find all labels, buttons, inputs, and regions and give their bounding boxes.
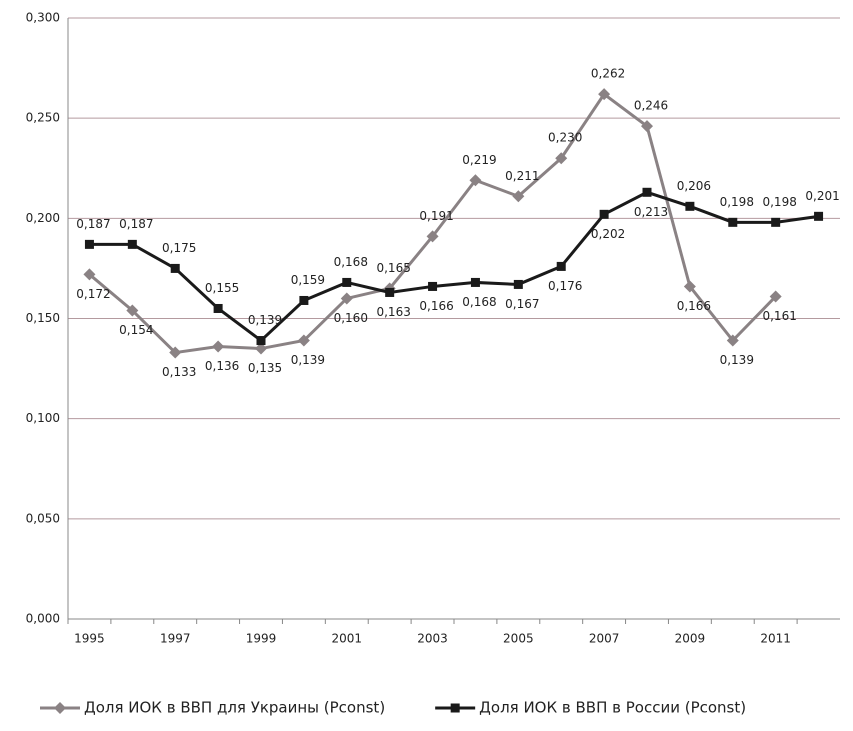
data-point — [84, 239, 94, 249]
x-tick-label: 1997 — [160, 632, 191, 646]
y-tick-label: 0,050 — [26, 511, 60, 525]
x-tick-label: 2003 — [417, 632, 448, 646]
legend-marker — [54, 702, 66, 714]
data-label: 0,198 — [720, 195, 754, 209]
data-point — [169, 346, 182, 359]
y-tick-label: 0,150 — [26, 311, 60, 325]
data-label: 0,168 — [334, 255, 368, 269]
data-point — [213, 303, 223, 313]
data-label: 0,191 — [419, 209, 453, 223]
data-label: 0,176 — [548, 279, 582, 293]
data-label: 0,139 — [720, 353, 754, 367]
data-point — [470, 277, 480, 287]
data-point — [512, 190, 525, 203]
data-point — [426, 230, 439, 243]
legend-label: Доля ИОК в ВВП для Украины (Pconst) — [84, 699, 385, 717]
data-label: 0,202 — [591, 227, 625, 241]
data-label: 0,175 — [162, 241, 196, 255]
series-line — [88, 91, 777, 355]
data-label: 0,161 — [762, 309, 796, 323]
data-label: 0,198 — [762, 195, 796, 209]
data-point — [728, 217, 738, 227]
data-label: 0,165 — [376, 261, 410, 275]
data-label: 0,219 — [462, 153, 496, 167]
data-point — [340, 292, 353, 305]
x-tick-label: 1999 — [246, 632, 277, 646]
x-tick-label: 2011 — [760, 632, 791, 646]
data-label: 0,139 — [248, 313, 282, 327]
x-tick-label: 2007 — [589, 632, 620, 646]
data-point — [642, 187, 652, 197]
data-point — [256, 336, 266, 346]
legend-label: Доля ИОК в ВВП в России (Pconst) — [479, 699, 746, 717]
x-tick-label: 2009 — [675, 632, 706, 646]
data-label: 0,159 — [291, 273, 325, 287]
data-point — [771, 217, 781, 227]
x-tick-label: 1995 — [74, 632, 105, 646]
y-tick-label: 0,100 — [26, 411, 60, 425]
data-label: 0,136 — [205, 359, 239, 373]
data-point — [297, 334, 310, 347]
data-label: 0,166 — [419, 299, 453, 313]
data-label: 0,206 — [677, 179, 711, 193]
data-point — [769, 290, 782, 303]
y-tick-label: 0,000 — [26, 612, 60, 626]
data-point — [342, 277, 352, 287]
data-label: 0,154 — [119, 323, 153, 337]
data-label: 0,135 — [248, 361, 282, 375]
data-label: 0,213 — [634, 205, 668, 219]
legend-marker — [450, 703, 460, 713]
y-tick-label: 0,250 — [26, 111, 60, 125]
data-point — [385, 287, 395, 297]
data-point — [83, 268, 96, 281]
data-label: 0,262 — [591, 67, 625, 81]
data-label: 0,172 — [76, 287, 110, 301]
data-label: 0,187 — [119, 217, 153, 231]
data-point — [513, 279, 523, 289]
data-point — [428, 281, 438, 291]
data-point — [255, 342, 267, 355]
data-label: 0,167 — [505, 297, 539, 311]
data-point — [598, 88, 611, 101]
data-label: 0,187 — [76, 217, 110, 231]
data-label: 0,155 — [205, 281, 239, 295]
data-label: 0,133 — [162, 365, 196, 379]
data-point — [599, 209, 609, 219]
data-point — [127, 239, 137, 249]
x-tick-label: 2005 — [503, 632, 534, 646]
data-point — [212, 340, 225, 353]
y-tick-label: 0,200 — [26, 211, 60, 225]
data-label: 0,168 — [462, 295, 496, 309]
data-point — [814, 211, 824, 221]
data-label: 0,246 — [634, 99, 668, 113]
data-label: 0,211 — [505, 169, 539, 183]
y-tick-label: 0,300 — [26, 11, 60, 25]
data-point — [126, 304, 139, 317]
data-point — [685, 201, 695, 211]
data-label: 0,201 — [805, 189, 839, 203]
data-point — [170, 263, 180, 273]
data-label: 0,160 — [334, 311, 368, 325]
data-point — [726, 334, 739, 347]
series-line — [89, 190, 819, 343]
data-label: 0,166 — [677, 299, 711, 313]
x-tick-label: 2001 — [332, 632, 363, 646]
data-point — [641, 120, 653, 133]
data-point — [556, 261, 566, 271]
data-label: 0,230 — [548, 131, 582, 145]
data-point — [555, 152, 568, 165]
data-point — [683, 280, 696, 293]
data-point — [299, 295, 309, 305]
data-point — [469, 174, 482, 187]
data-label: 0,163 — [376, 305, 410, 319]
data-label: 0,139 — [291, 353, 325, 367]
